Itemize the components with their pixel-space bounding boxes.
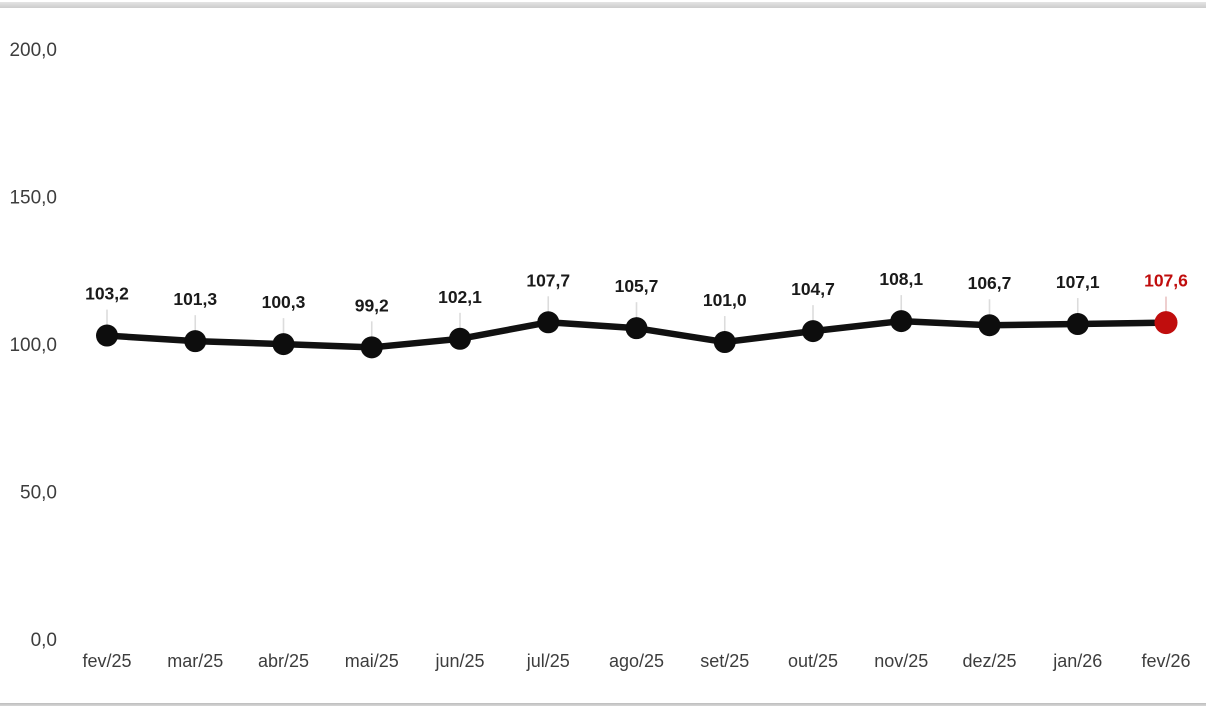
point-value-label: 103,2 <box>85 284 129 304</box>
x-tick-label: mai/25 <box>345 651 399 671</box>
data-point <box>802 320 824 343</box>
point-value-label: 99,2 <box>355 295 389 315</box>
data-point <box>713 331 736 354</box>
y-tick-label: 150,0 <box>9 188 57 209</box>
x-tick-label: mar/25 <box>167 651 223 671</box>
x-tick-label: abr/25 <box>258 651 309 671</box>
data-point <box>978 314 1001 337</box>
x-tick-label: out/25 <box>788 651 838 671</box>
bottom-border-rule <box>0 703 1206 706</box>
y-tick-label: 50,0 <box>20 483 57 504</box>
y-tick-label: 0,0 <box>31 630 57 651</box>
point-value-label: 107,7 <box>526 270 570 290</box>
x-tick-label: dez/25 <box>962 651 1016 671</box>
x-tick-label: fev/26 <box>1141 651 1190 671</box>
x-tick-label: jan/26 <box>1052 651 1102 671</box>
data-point <box>537 311 560 334</box>
top-border-rule <box>0 2 1206 8</box>
point-value-label: 101,0 <box>703 290 747 310</box>
data-point <box>272 333 295 356</box>
point-value-label: 102,1 <box>438 287 482 307</box>
data-point <box>184 330 207 353</box>
point-value-label: 106,7 <box>968 273 1012 293</box>
y-tick-label: 200,0 <box>9 40 57 61</box>
y-tick-label: 100,0 <box>9 335 57 356</box>
data-point <box>96 324 118 347</box>
data-point <box>1066 313 1089 336</box>
x-tick-label: set/25 <box>700 651 749 671</box>
highlighted-data-point <box>1154 311 1178 335</box>
point-value-label: 107,1 <box>1056 272 1100 292</box>
x-tick-label: fev/25 <box>82 651 131 671</box>
data-point <box>625 317 648 340</box>
point-value-label: 100,3 <box>262 292 306 312</box>
x-tick-label: jun/25 <box>434 651 484 671</box>
highlighted-point-value-label: 107,6 <box>1144 271 1188 291</box>
data-point <box>890 310 913 333</box>
x-tick-label: nov/25 <box>874 651 928 671</box>
x-tick-label: ago/25 <box>609 651 664 671</box>
point-value-label: 105,7 <box>615 276 659 296</box>
point-value-label: 104,7 <box>791 279 835 299</box>
point-value-label: 101,3 <box>173 289 217 309</box>
data-point <box>449 327 471 350</box>
point-value-label: 108,1 <box>879 269 923 289</box>
data-point <box>360 336 383 359</box>
x-tick-label: jul/25 <box>526 651 570 671</box>
